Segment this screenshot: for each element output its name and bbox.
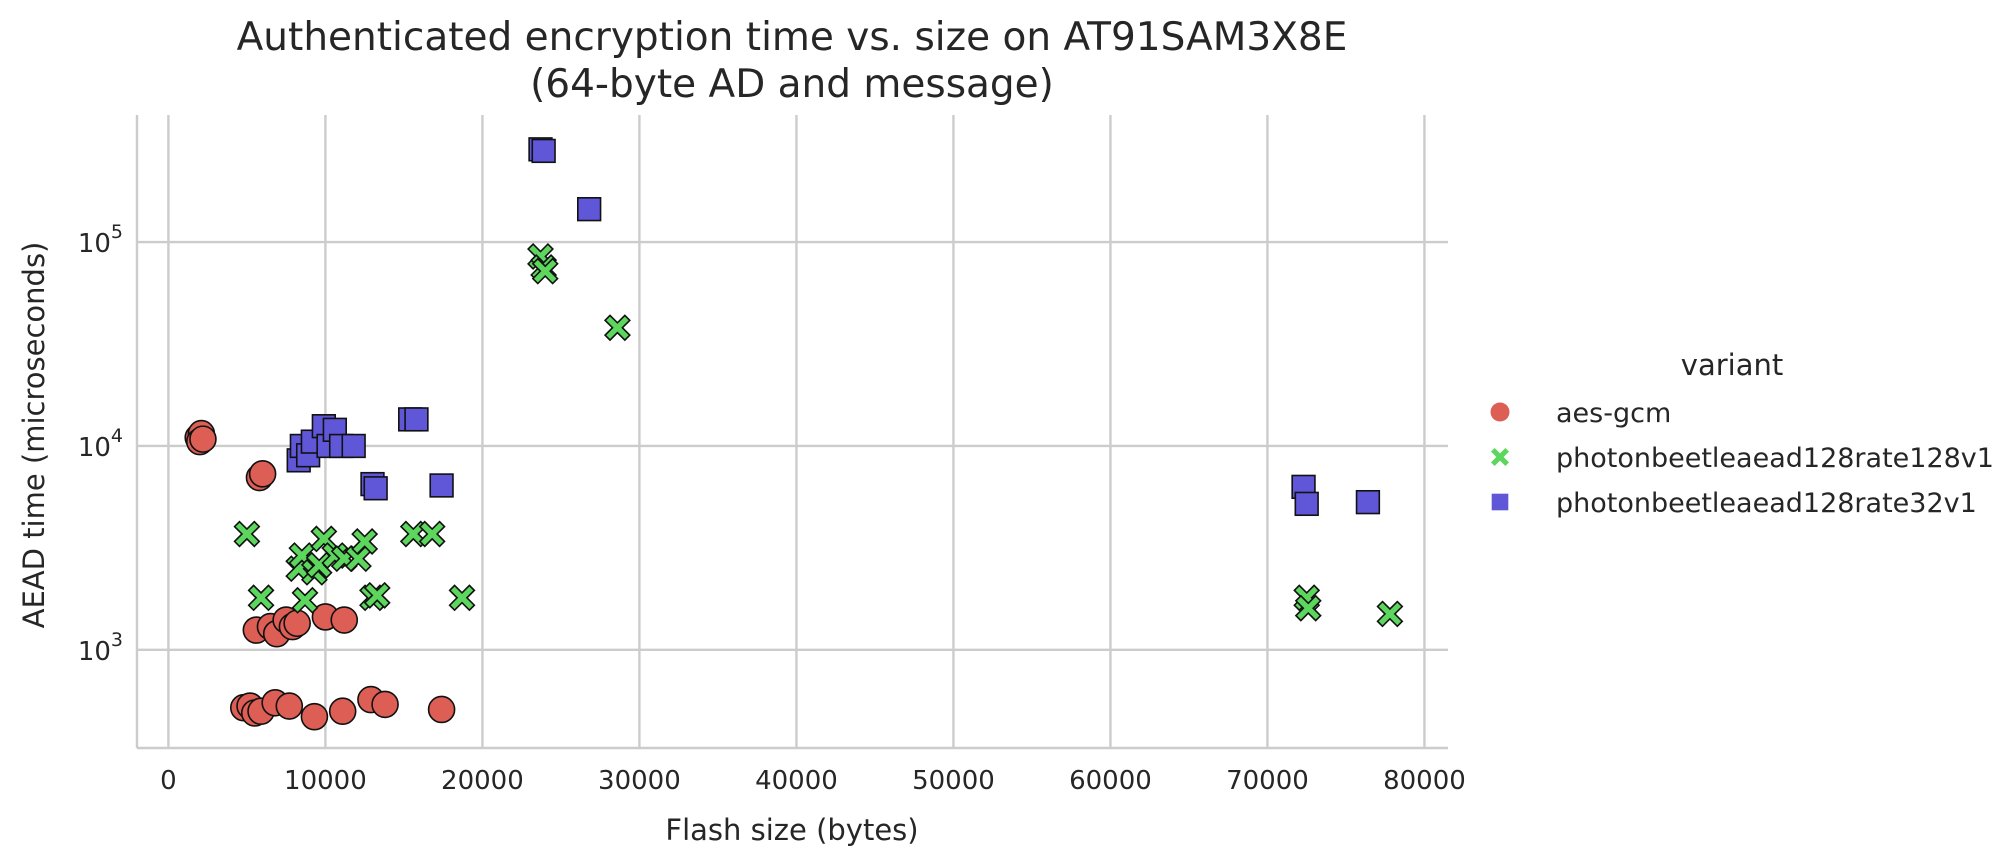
aes-gcm-point [300,702,329,731]
x-tick-label: 0 [160,766,177,796]
aes-gcm-point [328,697,357,726]
photonbeetleaead128rate128v1-point [233,520,261,548]
photonbeetleaead128rate128v1-point [1294,594,1322,622]
legend-marker-aes-gcm [1490,402,1510,422]
photonbeetleaead128rate32v1-point [1294,491,1319,517]
photonbeetleaead128rate128v1-point [363,581,391,609]
aes-gcm-point [189,425,217,453]
x-tick-label: 70000 [1226,766,1309,796]
legend-label-photonbeetleaead128rate128v1: photonbeetleaead128rate128v1 [1556,443,1994,474]
photonbeetleaead128rate128v1-point [1376,600,1404,628]
x-tick-label: 30000 [598,766,681,796]
legend: variant aes-gcm photonbeetleaead128rate12… [1490,348,1994,519]
axis-spines [135,115,1448,750]
aes-gcm-point [248,460,277,488]
x-axis-label: Flash size (bytes) [665,813,918,847]
aes-gcm-point [283,609,311,638]
photonbeetleaead128rate32v1-point [429,473,454,498]
photonbeetleaead128rate128v1-point [351,527,379,555]
legend-marker-photonbeetleaead128rate32v1 [1491,493,1509,511]
x-tick-label: 20000 [441,766,524,796]
photonbeetleaead128rate128v1-point [247,584,275,612]
photonbeetleaead128rate32v1-point [363,476,388,501]
aes-gcm-point [330,606,359,634]
y-tick-label: 103 [78,629,123,667]
x-tick-label: 10000 [284,766,367,796]
photonbeetleaead128rate128v1-point [399,520,427,548]
data-points [184,137,1404,731]
aes-gcm-point [427,695,456,724]
aes-gcm-point [275,692,304,720]
x-tick-label: 50000 [912,766,995,796]
legend-marker-photonbeetleaead128rate128v1 [1490,447,1510,467]
photonbeetleaead128rate128v1-point [291,586,319,614]
photonbeetleaead128rate32v1-point [1355,489,1381,515]
legend-label-aes-gcm: aes-gcm [1556,398,1671,429]
y-tick-label: 105 [78,221,123,259]
photonbeetleaead128rate128v1-point [531,257,559,285]
y-tick-labels: 103 104 105 [78,221,123,667]
chart-title-line2: (64-byte AD and message) [530,62,1054,107]
x-tick-label: 60000 [1069,766,1152,796]
photonbeetleaead128rate32v1-point [577,196,602,222]
aes-gcm-point [371,690,399,719]
legend-title: variant [1681,348,1783,382]
chart-title-line1: Authenticated encryption time vs. size o… [237,15,1348,60]
photonbeetleaead128rate32v1-point [404,407,429,432]
photonbeetleaead128rate32v1-point [531,138,556,164]
photonbeetleaead128rate128v1-point [448,584,476,612]
photonbeetleaead128rate32v1-point [341,433,366,459]
x-tick-label: 80000 [1383,766,1466,796]
photonbeetleaead128rate128v1-point [418,520,446,548]
legend-label-photonbeetleaead128rate32v1: photonbeetleaead128rate32v1 [1556,488,1977,519]
y-tick-label: 104 [78,425,123,463]
y-axis-label: AEAD time (microseconds) [17,242,51,629]
photonbeetleaead128rate128v1-point [603,314,631,342]
x-tick-label: 40000 [755,766,838,796]
x-tick-labels: 0 10000 20000 30000 40000 50000 60000 70000 8000… [160,766,1466,796]
